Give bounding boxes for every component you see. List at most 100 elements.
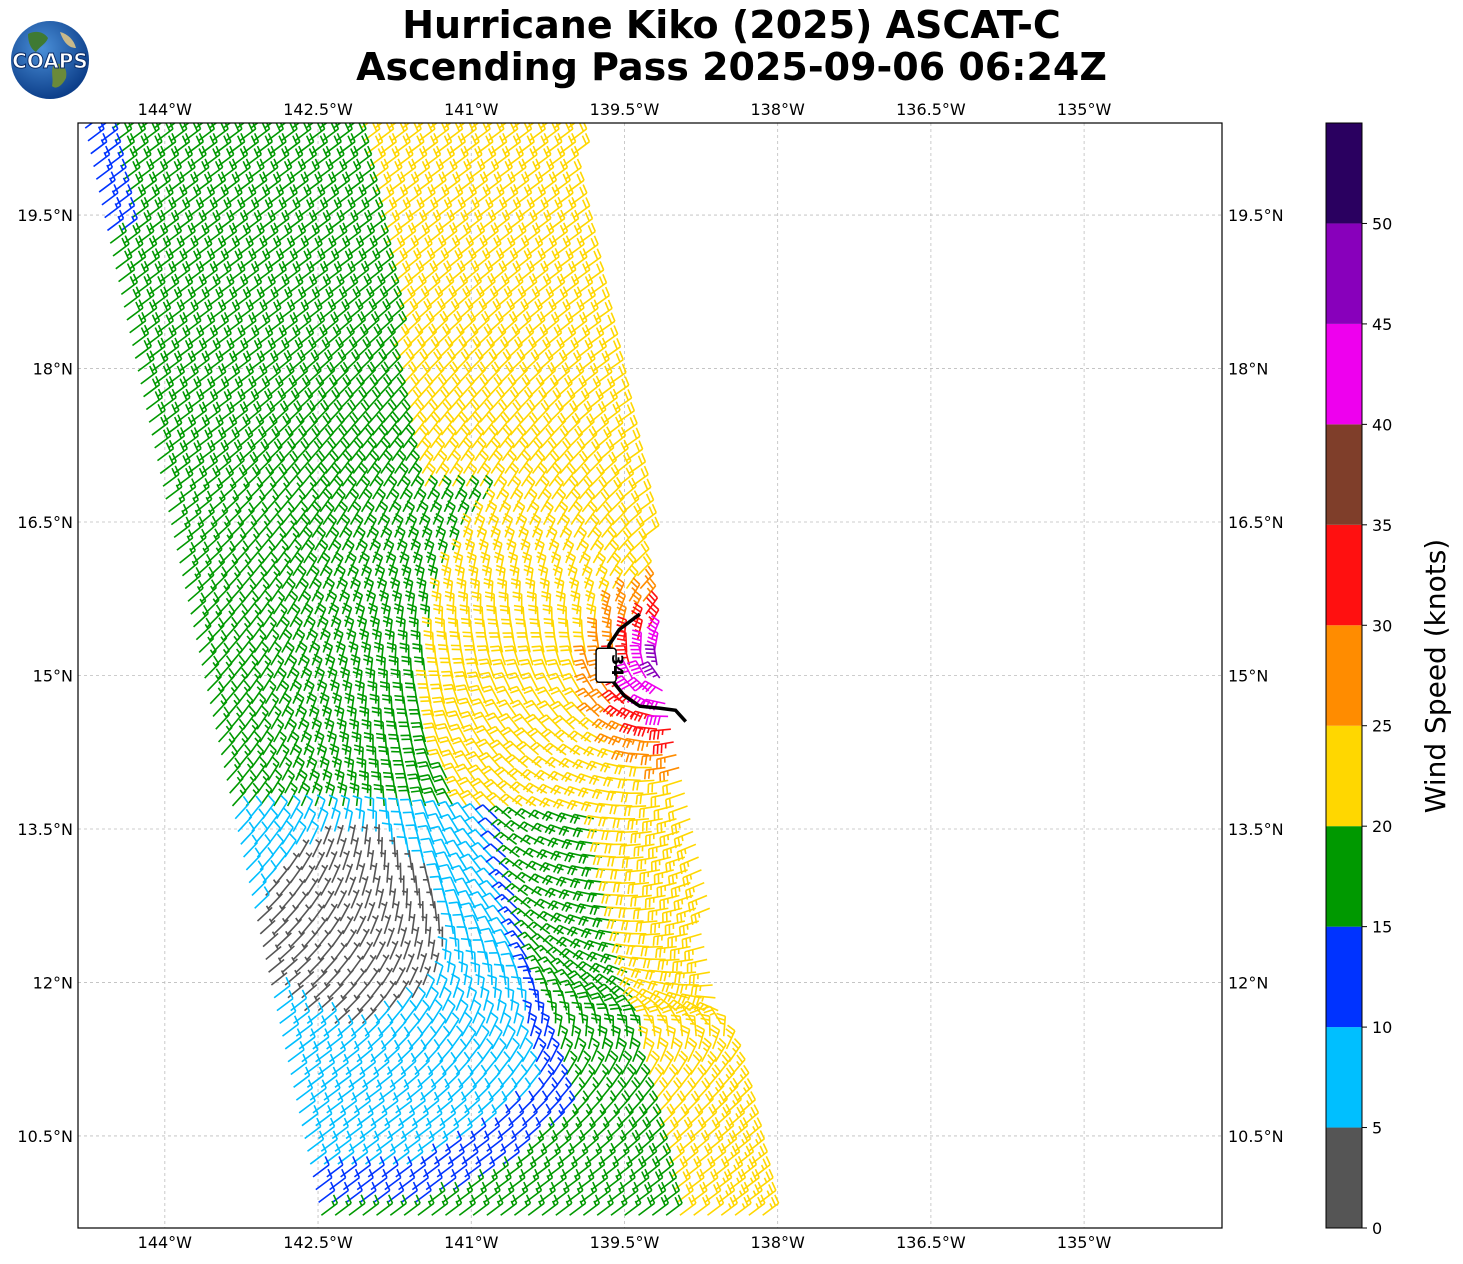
wind-barb xyxy=(399,158,417,180)
wind-barb xyxy=(104,132,122,155)
wind-barb xyxy=(366,196,384,219)
wind-barb xyxy=(520,145,538,168)
wind-barb xyxy=(145,132,163,155)
wind-barb xyxy=(142,184,161,206)
wind-barb xyxy=(195,123,204,129)
wind-barb xyxy=(112,171,130,193)
wind-barb xyxy=(219,158,238,180)
wind-barb xyxy=(567,171,585,193)
wind-barb xyxy=(266,123,285,142)
wind-barb xyxy=(153,235,172,257)
colorbar-segment xyxy=(1326,725,1362,827)
wind-barb xyxy=(435,196,453,219)
wind-barb xyxy=(258,209,276,232)
wind-barb xyxy=(233,222,252,244)
wind-barb xyxy=(352,132,370,155)
wind-barb xyxy=(448,196,467,219)
wind-barb xyxy=(148,273,166,296)
wind-barb xyxy=(459,123,478,142)
wind-barb xyxy=(305,235,323,257)
wind-barb xyxy=(316,158,334,180)
wind-barb xyxy=(333,235,351,257)
wind-barb xyxy=(545,132,563,155)
wind-barb xyxy=(391,184,409,206)
wind-barb xyxy=(184,248,202,270)
wind-barb xyxy=(503,132,522,155)
wind-barb xyxy=(189,209,207,232)
lon-tick-label-bottom: 144°W xyxy=(138,1233,193,1252)
wind-barb xyxy=(84,123,94,129)
colorbar-tick-label: 5 xyxy=(1372,1119,1382,1138)
wind-barb xyxy=(222,123,232,129)
wind-barb xyxy=(236,235,254,257)
wind-barb xyxy=(250,235,268,257)
wind-barb xyxy=(272,273,290,296)
wind-barb xyxy=(368,145,387,168)
wind-barb xyxy=(570,184,588,206)
wind-barb xyxy=(363,247,381,270)
wind-barb xyxy=(487,123,505,142)
wind-barb xyxy=(231,209,249,232)
wind-barb xyxy=(189,273,208,296)
wind-barb xyxy=(272,209,290,232)
wind-barb xyxy=(173,260,191,283)
wind-barb xyxy=(550,158,569,180)
wind-barb xyxy=(490,196,508,219)
wind-barb xyxy=(151,222,169,244)
wind-barb xyxy=(324,132,342,155)
wind-barb xyxy=(176,273,194,296)
lat-tick-label-right: 18°N xyxy=(1228,360,1268,379)
wind-barb xyxy=(106,145,125,168)
wind-barb xyxy=(129,248,147,270)
wind-barb xyxy=(239,248,257,270)
wind-barb xyxy=(192,158,210,180)
lat-tick-label-right: 19.5°N xyxy=(1228,206,1284,225)
lat-tick-label-left: 12°N xyxy=(33,973,73,992)
wind-barb xyxy=(344,158,362,180)
wind-barb xyxy=(479,145,497,168)
wind-barb xyxy=(355,209,373,232)
wind-barb xyxy=(437,145,456,168)
wind-barb xyxy=(209,235,227,257)
wind-barb xyxy=(410,145,428,168)
wind-barb xyxy=(446,123,464,142)
wind-barb xyxy=(321,123,340,142)
wind-barb xyxy=(481,158,500,180)
wind-barb xyxy=(531,132,549,155)
wind-barb xyxy=(159,260,177,283)
wind-barb xyxy=(123,222,141,244)
lon-tick-label-top: 141°W xyxy=(444,100,499,119)
wind-barb xyxy=(382,209,400,232)
wind-barb xyxy=(559,196,577,219)
wind-barb xyxy=(294,248,312,270)
wind-barb xyxy=(357,158,376,180)
wind-barb xyxy=(457,123,466,129)
wind-barb xyxy=(432,184,450,206)
wind-barb xyxy=(225,123,243,142)
wind-barb xyxy=(512,123,521,129)
wind-barb xyxy=(250,171,268,193)
wind-barb xyxy=(440,158,458,180)
wind-barb xyxy=(139,123,149,129)
colorbar-tick-label: 0 xyxy=(1372,1219,1382,1238)
wind-barb xyxy=(385,222,403,244)
wind-barb xyxy=(401,123,411,129)
wind-barb xyxy=(211,123,229,142)
wind-barb xyxy=(151,158,169,180)
wind-barb xyxy=(142,248,161,270)
wind-barb xyxy=(220,222,238,244)
wind-barb xyxy=(311,196,329,219)
wind-barb xyxy=(244,145,262,168)
wind-barb xyxy=(424,145,442,168)
wind-barb xyxy=(217,273,235,296)
wind-barb xyxy=(324,260,343,283)
wind-barb xyxy=(145,196,163,219)
wind-barb xyxy=(346,235,365,257)
wind-barb xyxy=(506,145,524,168)
colorbar-segment xyxy=(1326,524,1362,626)
wind-barb xyxy=(570,248,588,270)
wind-barb xyxy=(275,222,293,244)
wind-barb xyxy=(443,171,461,193)
wind-barb xyxy=(162,273,180,296)
